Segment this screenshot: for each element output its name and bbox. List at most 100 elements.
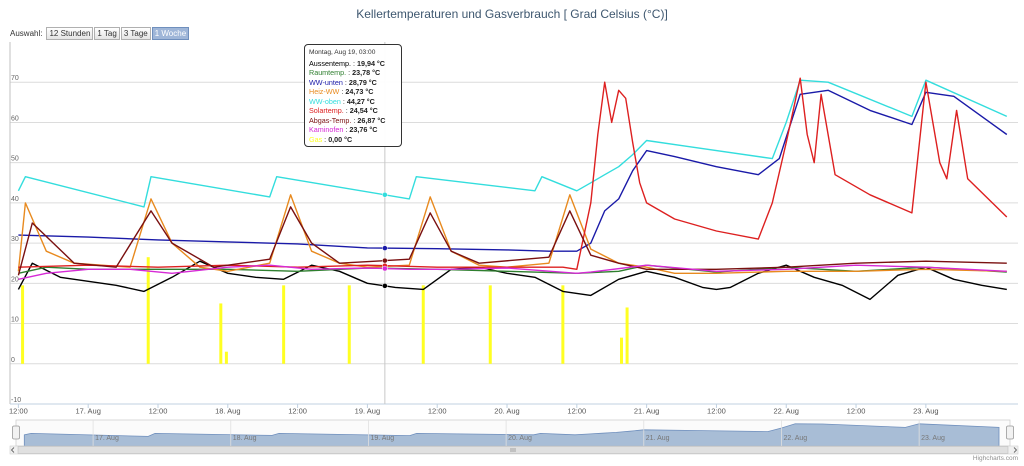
gas-bar-7 xyxy=(488,285,492,364)
x-axis-ticks: 12:00 17. Aug 12:00 18. Aug 12:00 19. Aug 12:0… xyxy=(9,403,1018,416)
tooltip-series-name: WW-oben xyxy=(309,96,341,106)
x-tick-label-5: 19. Aug xyxy=(355,407,380,416)
range-selector-label: Auswahl: xyxy=(10,28,43,38)
tooltip-series-value: 24,54 °C xyxy=(349,106,378,115)
tooltip-marker-6 xyxy=(382,257,388,264)
navigator-label-0: 17. Aug xyxy=(95,435,119,442)
x-tick-label-13: 23. Aug xyxy=(913,407,938,416)
tooltip-row-4: WW-oben : 44,27 °C xyxy=(309,97,397,107)
y-tick-label-2: 10 xyxy=(11,317,19,324)
series-line-abgas-temp xyxy=(17,206,1007,276)
gas-bar-4 xyxy=(282,285,286,364)
range-selector: Auswahl: 12 Stunden 1 Tag 3 Tage 1 Woche xyxy=(10,26,190,40)
series-line-ww-oben xyxy=(17,79,1008,208)
navigator-label-5: 22. Aug xyxy=(783,435,807,442)
y-tick-label-7: 60 xyxy=(11,115,19,122)
range-button-12h[interactable]: 12 Stunden xyxy=(46,26,94,40)
tooltip-title: Montag, Aug 19, 03:00 xyxy=(309,49,376,56)
x-tick-label-0: 12:00 xyxy=(9,407,28,416)
tooltip-separator: : xyxy=(351,115,358,125)
tooltip-series-value: 26,87 °C xyxy=(357,115,386,125)
gas-bar-2 xyxy=(219,303,223,364)
series-line-kaminofen xyxy=(18,264,1007,280)
range-button-3d[interactable]: 3 Tage xyxy=(120,26,151,40)
tooltip-markers xyxy=(382,192,388,289)
navigator[interactable]: 17. Aug 18. Aug 19. Aug 20. Aug 21. Aug 22. A… xyxy=(9,419,1019,455)
x-tick-label-10: 12:00 xyxy=(707,407,726,416)
y-tick-label-6: 50 xyxy=(11,156,19,163)
tooltip-series-name: Kaminofen xyxy=(309,125,344,134)
scroll-right-icon xyxy=(1013,447,1018,453)
navigator-label-3: 20. Aug xyxy=(508,435,532,442)
tooltip-series-value: 23,78 °C xyxy=(352,68,381,77)
tooltip-series-value: 0,00 °C xyxy=(328,134,353,144)
tooltip-series-value: 23,76 °C xyxy=(349,125,378,134)
navigator-label-4: 21. Aug xyxy=(646,435,670,442)
tooltip-separator: : xyxy=(346,68,353,77)
tooltip-row-6: Abgas-Temp. : 26,87 °C xyxy=(309,116,397,126)
y-tick-label-4: 30 xyxy=(11,236,19,243)
tooltip-separator: : xyxy=(322,134,329,144)
gas-bar-8 xyxy=(561,285,565,364)
tooltip-row-5: Solartemp. : 24,54 °C xyxy=(309,106,397,116)
gas-bars xyxy=(21,257,629,364)
tooltip-series-name: Gas xyxy=(309,134,323,144)
tooltip-separator: : xyxy=(343,106,350,115)
tooltip-marker-0 xyxy=(382,283,388,289)
tooltip-series-name: Solartemp. xyxy=(309,106,344,115)
gas-bar-9 xyxy=(620,337,624,364)
tooltip-series-name: WW-unten xyxy=(309,77,343,87)
x-tick-label-8: 12:00 xyxy=(567,407,586,416)
tooltip-series-value: 24,73 °C xyxy=(345,87,374,96)
scroll-left-icon xyxy=(10,447,15,453)
x-tick-label-4: 12:00 xyxy=(288,407,307,416)
tooltip-row-8: Gas : 0,00 °C xyxy=(309,135,397,145)
x-tick-label-3: 18. Aug xyxy=(215,407,240,416)
tooltip-marker-2 xyxy=(382,245,388,251)
tooltip-separator: : xyxy=(342,77,349,87)
y-tick-label-5: 40 xyxy=(11,196,19,203)
tooltip-separator: : xyxy=(339,87,346,96)
navigator-handle-left xyxy=(12,425,20,440)
grid xyxy=(9,42,1018,405)
y-axis-ticks: -10 0 10 20 30 40 50 60 70 xyxy=(11,75,21,404)
gas-bar-3 xyxy=(224,351,228,364)
gas-bar-10 xyxy=(625,307,629,364)
navigator-area xyxy=(23,423,1000,447)
tooltip: Montag, Aug 19, 03:00 Aussentemp. : 19,9… xyxy=(304,44,402,147)
tooltip-row-3: Heiz-WW : 24,73 °C xyxy=(309,87,397,97)
x-tick-label-7: 20. Aug xyxy=(494,407,519,416)
tooltip-separator: : xyxy=(343,125,350,134)
y-tick-label-8: 70 xyxy=(11,75,19,82)
tooltip-separator: : xyxy=(350,58,357,68)
tooltip-separator: : xyxy=(340,96,347,106)
navigator-label-6: 23. Aug xyxy=(921,435,945,442)
y-tick-label-1: 0 xyxy=(11,357,15,364)
tooltip-series-name: Abgas-Temp. xyxy=(309,115,352,125)
range-button-1d[interactable]: 1 Tag xyxy=(94,26,120,40)
x-tick-label-9: 21. Aug xyxy=(634,407,659,416)
chart-title: Kellertemperaturen und Gasverbrauch [ Gr… xyxy=(356,7,668,21)
credits[interactable]: Highcharts.com xyxy=(972,455,1018,462)
x-tick-label-6: 12:00 xyxy=(428,407,447,416)
tooltip-series-name: Aussentemp. xyxy=(309,58,351,68)
scrollbar-grip-icon xyxy=(510,448,516,452)
tooltip-series-value: 44,27 °C xyxy=(346,96,375,106)
y-tick-label-3: 20 xyxy=(11,276,19,283)
x-tick-label-2: 12:00 xyxy=(149,407,168,416)
range-button-1w[interactable]: 1 Woche xyxy=(151,26,190,40)
tooltip-row-7: Kaminofen : 23,76 °C xyxy=(309,125,397,135)
tooltip-series-value: 28,79 °C xyxy=(348,77,377,87)
series-lines xyxy=(17,77,1008,301)
x-tick-label-12: 12:00 xyxy=(847,407,866,416)
tooltip-series-value: 19,94 °C xyxy=(356,58,386,68)
gas-bar-5 xyxy=(347,285,351,364)
tooltip-marker-7 xyxy=(382,265,388,272)
gas-bar-1 xyxy=(146,257,150,364)
x-tick-label-1: 17. Aug xyxy=(75,407,100,416)
series-line-heiz-ww xyxy=(17,194,1007,274)
tooltip-series-name: Raumtemp. xyxy=(309,68,347,77)
series-line-solartemp xyxy=(18,77,1008,270)
navigator-handle-right xyxy=(1006,425,1014,440)
tooltip-row-0: Aussentemp. : 19,94 °C xyxy=(309,59,397,69)
